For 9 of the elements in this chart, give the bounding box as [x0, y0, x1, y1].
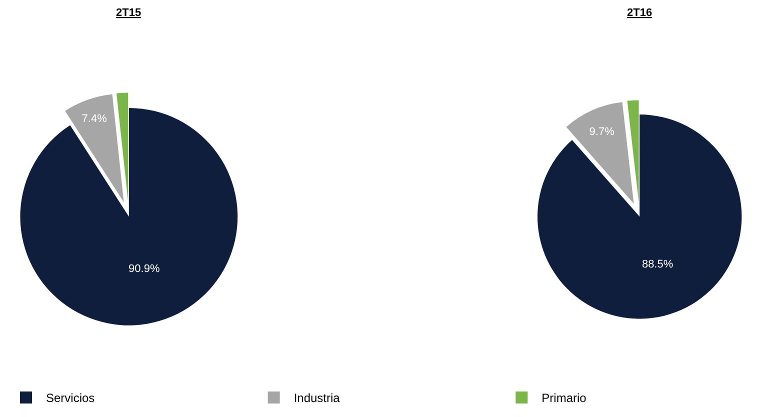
data-label: 88.5%: [642, 258, 674, 270]
data-label: 9.7%: [589, 126, 615, 138]
chart-title: 2T16: [627, 7, 652, 19]
legend-label: Servicios: [46, 391, 95, 406]
chart-title: 2T15: [116, 7, 142, 19]
data-label: 7.4%: [82, 112, 108, 125]
data-label: 90.9%: [128, 262, 160, 275]
legend-label: Industria: [294, 391, 340, 406]
legend-label: Primario: [542, 391, 587, 406]
